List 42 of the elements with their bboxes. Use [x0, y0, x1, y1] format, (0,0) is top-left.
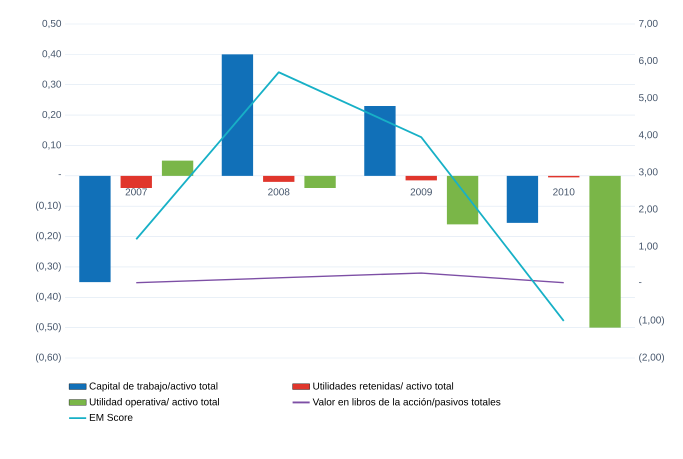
- bar: [263, 176, 294, 182]
- y2-tick-label: 6,00: [639, 56, 658, 66]
- bar: [79, 176, 111, 282]
- y-tick-label: 0,20: [42, 110, 62, 120]
- y2-tick-label: (1,00): [639, 316, 664, 326]
- y2-tick-label: 2,00: [639, 205, 658, 214]
- y2-tick-label: 5,00: [638, 94, 658, 102]
- y-tick-label: (0,10): [36, 202, 61, 211]
- legend-label: EM Score: [90, 414, 133, 421]
- y-tick-label: -: [58, 174, 62, 176]
- x-tick-label: 2009: [410, 188, 432, 196]
- legend-label: Capital de trabajo/activo total: [90, 382, 218, 392]
- y-tick-label: 0,10: [42, 141, 62, 150]
- y-tick-label: 0,50: [42, 20, 62, 28]
- bar: [589, 176, 621, 328]
- y-tick-label: 0,30: [42, 80, 62, 89]
- x-tick-label: 2007: [126, 188, 147, 196]
- bar: [364, 106, 396, 176]
- x-tick-label: 2008: [268, 188, 290, 196]
- bar: [222, 54, 254, 176]
- y2-tick-label: (2,00): [639, 353, 664, 363]
- y2-tick-label: 4,00: [638, 131, 658, 140]
- y-tick-label: (0,50): [36, 322, 61, 332]
- bar: [120, 176, 152, 188]
- y2-tick-label: -: [638, 282, 642, 284]
- y2-tick-label: 3,00: [638, 168, 658, 177]
- legend-label: Utilidad operativa/ activo total: [90, 398, 220, 408]
- y2-tick-label: 1,00: [639, 242, 658, 251]
- bar: [506, 176, 538, 223]
- bar: [162, 160, 194, 176]
- bar: [304, 176, 336, 188]
- legend-label: Valor en libros de la acción/pasivos totales: [312, 398, 500, 408]
- bar: [406, 176, 437, 180]
- y-tick-label: (0,60): [36, 353, 61, 363]
- y-tick-label: (0,30): [36, 262, 61, 272]
- bar: [446, 176, 478, 224]
- y-tick-label: (0,40): [36, 292, 61, 302]
- x-tick-label: 2010: [553, 188, 574, 196]
- y2-tick-label: 7,00: [639, 20, 658, 28]
- legend-label: Utilidades retenidas/ activo total: [313, 382, 454, 390]
- y-tick-label: 0,40: [42, 50, 62, 59]
- y-tick-label: (0,20): [36, 232, 61, 242]
